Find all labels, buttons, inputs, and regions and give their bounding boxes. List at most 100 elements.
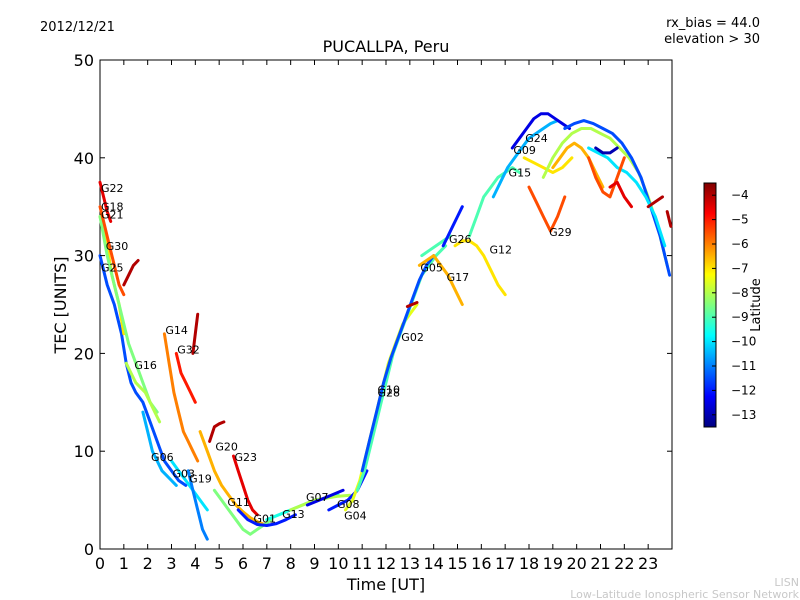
sat-label-g06: G06: [151, 451, 174, 464]
series-G25: [98, 254, 188, 487]
sat-label-g18: G18: [101, 201, 124, 214]
series-G29: [527, 185, 567, 233]
chart-title: PUCALLPA, Peru: [323, 37, 450, 56]
x-tick-label: 17: [495, 554, 515, 573]
sat-label-g08: G08: [337, 498, 360, 511]
x-tick-label: 2: [143, 554, 153, 573]
sat-label-g10: G10: [377, 384, 400, 397]
date-label: 2012/12/21: [40, 20, 115, 35]
x-tick-label: 22: [614, 554, 634, 573]
credit-lisn: LISN: [774, 576, 799, 589]
rx-bias-label: rx_bias = 44.0: [666, 16, 760, 31]
y-tick-label: 30: [74, 247, 94, 266]
series-R6: [665, 210, 673, 228]
colorbar-tick-label: −5: [731, 213, 749, 227]
series-G24: [510, 112, 571, 150]
sat-label-g03: G03: [173, 468, 196, 481]
plot-area: [99, 59, 673, 550]
series-G02: [360, 254, 436, 473]
series-G09: [491, 119, 560, 199]
y-tick-label: 10: [74, 442, 94, 461]
sat-label-g14: G14: [165, 324, 188, 337]
series-G16: [124, 361, 162, 424]
sat-label-g13: G13: [282, 508, 305, 521]
series-G06: [141, 410, 178, 487]
series-G14: [162, 332, 200, 463]
series-R5: [646, 195, 664, 209]
x-tick-label: 13: [400, 554, 420, 573]
sat-label-g20: G20: [215, 440, 238, 453]
series-G05: [417, 254, 464, 306]
axis-ticks: 0 1 2 3 4 5 6 7 8 9 10 11 12 13 14 15 16 17 18 19 20 21 22 2301…: [74, 51, 672, 573]
series-layer: [98, 112, 673, 541]
y-tick-label: 0: [84, 540, 94, 559]
series-R0: [122, 259, 140, 287]
x-tick-label: 21: [590, 554, 610, 573]
series-G23: [232, 454, 259, 517]
sat-label-g07: G07: [306, 491, 329, 504]
sat-label-g16: G16: [134, 359, 157, 372]
x-tick-label: 20: [566, 554, 586, 573]
colorbar-tick-label: −6: [731, 237, 749, 251]
y-tick-label: 40: [74, 149, 94, 168]
x-tick-label: 3: [166, 554, 176, 573]
colorbar-ticks: −4 −5 −6 −7 −8 −9 −10 −11 −12 −13: [712, 188, 756, 422]
sat-label-g32: G32: [177, 343, 200, 356]
sat-label-g17: G17: [447, 271, 470, 284]
colorbar-tick-label: −10: [731, 335, 756, 349]
series-G32: [174, 351, 197, 404]
x-tick-label: 6: [238, 554, 248, 573]
colorbar-tick-label: −8: [731, 286, 749, 300]
series-G18: [98, 205, 126, 297]
x-tick-label: 14: [423, 554, 443, 573]
x-tick-label: 9: [309, 554, 319, 573]
colorbar-tick-label: −4: [731, 188, 749, 202]
colorbar-tick-label: −11: [731, 359, 756, 373]
series-D1: [594, 146, 619, 155]
sat-label-g29: G29: [549, 226, 572, 239]
sat-label-g11: G11: [227, 496, 250, 509]
sat-label-g24: G24: [525, 132, 548, 145]
sat-label-g22: G22: [101, 182, 124, 195]
series-G22: [98, 180, 113, 223]
series-C1: [587, 146, 667, 248]
colorbar-tick-label: −13: [731, 408, 756, 422]
sat-label-g12: G12: [489, 244, 512, 257]
x-tick-label: 23: [638, 554, 658, 573]
series-O1: [587, 156, 626, 199]
x-tick-label: 15: [447, 554, 467, 573]
colorbar-tick-label: −7: [731, 261, 749, 275]
series-G03: [170, 459, 209, 512]
y-tick-label: 20: [74, 344, 94, 363]
series-R3: [405, 301, 419, 308]
series-R4: [608, 180, 633, 209]
elevation-label: elevation > 30: [664, 32, 760, 47]
x-axis-label: Time [UT]: [346, 575, 425, 594]
sat-label-g26: G26: [449, 233, 472, 246]
series-R1: [191, 312, 200, 355]
x-tick-label: 19: [543, 554, 563, 573]
series-R2: [208, 420, 226, 443]
x-tick-label: 4: [190, 554, 200, 573]
sat-label-g04: G04: [344, 510, 367, 523]
y-tick-label: 50: [74, 51, 94, 70]
x-tick-label: 16: [471, 554, 491, 573]
x-tick-label: 11: [352, 554, 372, 573]
sat-label-g23: G23: [234, 451, 257, 464]
series-G15: [467, 166, 521, 238]
x-tick-label: 0: [95, 554, 105, 573]
sat-label-g25: G25: [101, 261, 124, 274]
series-G01: [236, 508, 297, 527]
sat-label-g15: G15: [509, 166, 532, 179]
x-tick-label: 5: [214, 554, 224, 573]
sat-label-g05: G05: [420, 261, 443, 274]
colorbar-tick-label: −12: [731, 383, 756, 397]
y-axis-label: TEC [UNITS]: [51, 257, 70, 355]
x-tick-label: 12: [376, 554, 396, 573]
credit-network: Low-Latitude Ionospheric Sensor Network: [570, 588, 799, 600]
series-G26: [441, 205, 464, 248]
x-tick-label: 7: [262, 554, 272, 573]
colorbar-label: Latitude: [749, 278, 764, 332]
x-tick-label: 10: [328, 554, 348, 573]
